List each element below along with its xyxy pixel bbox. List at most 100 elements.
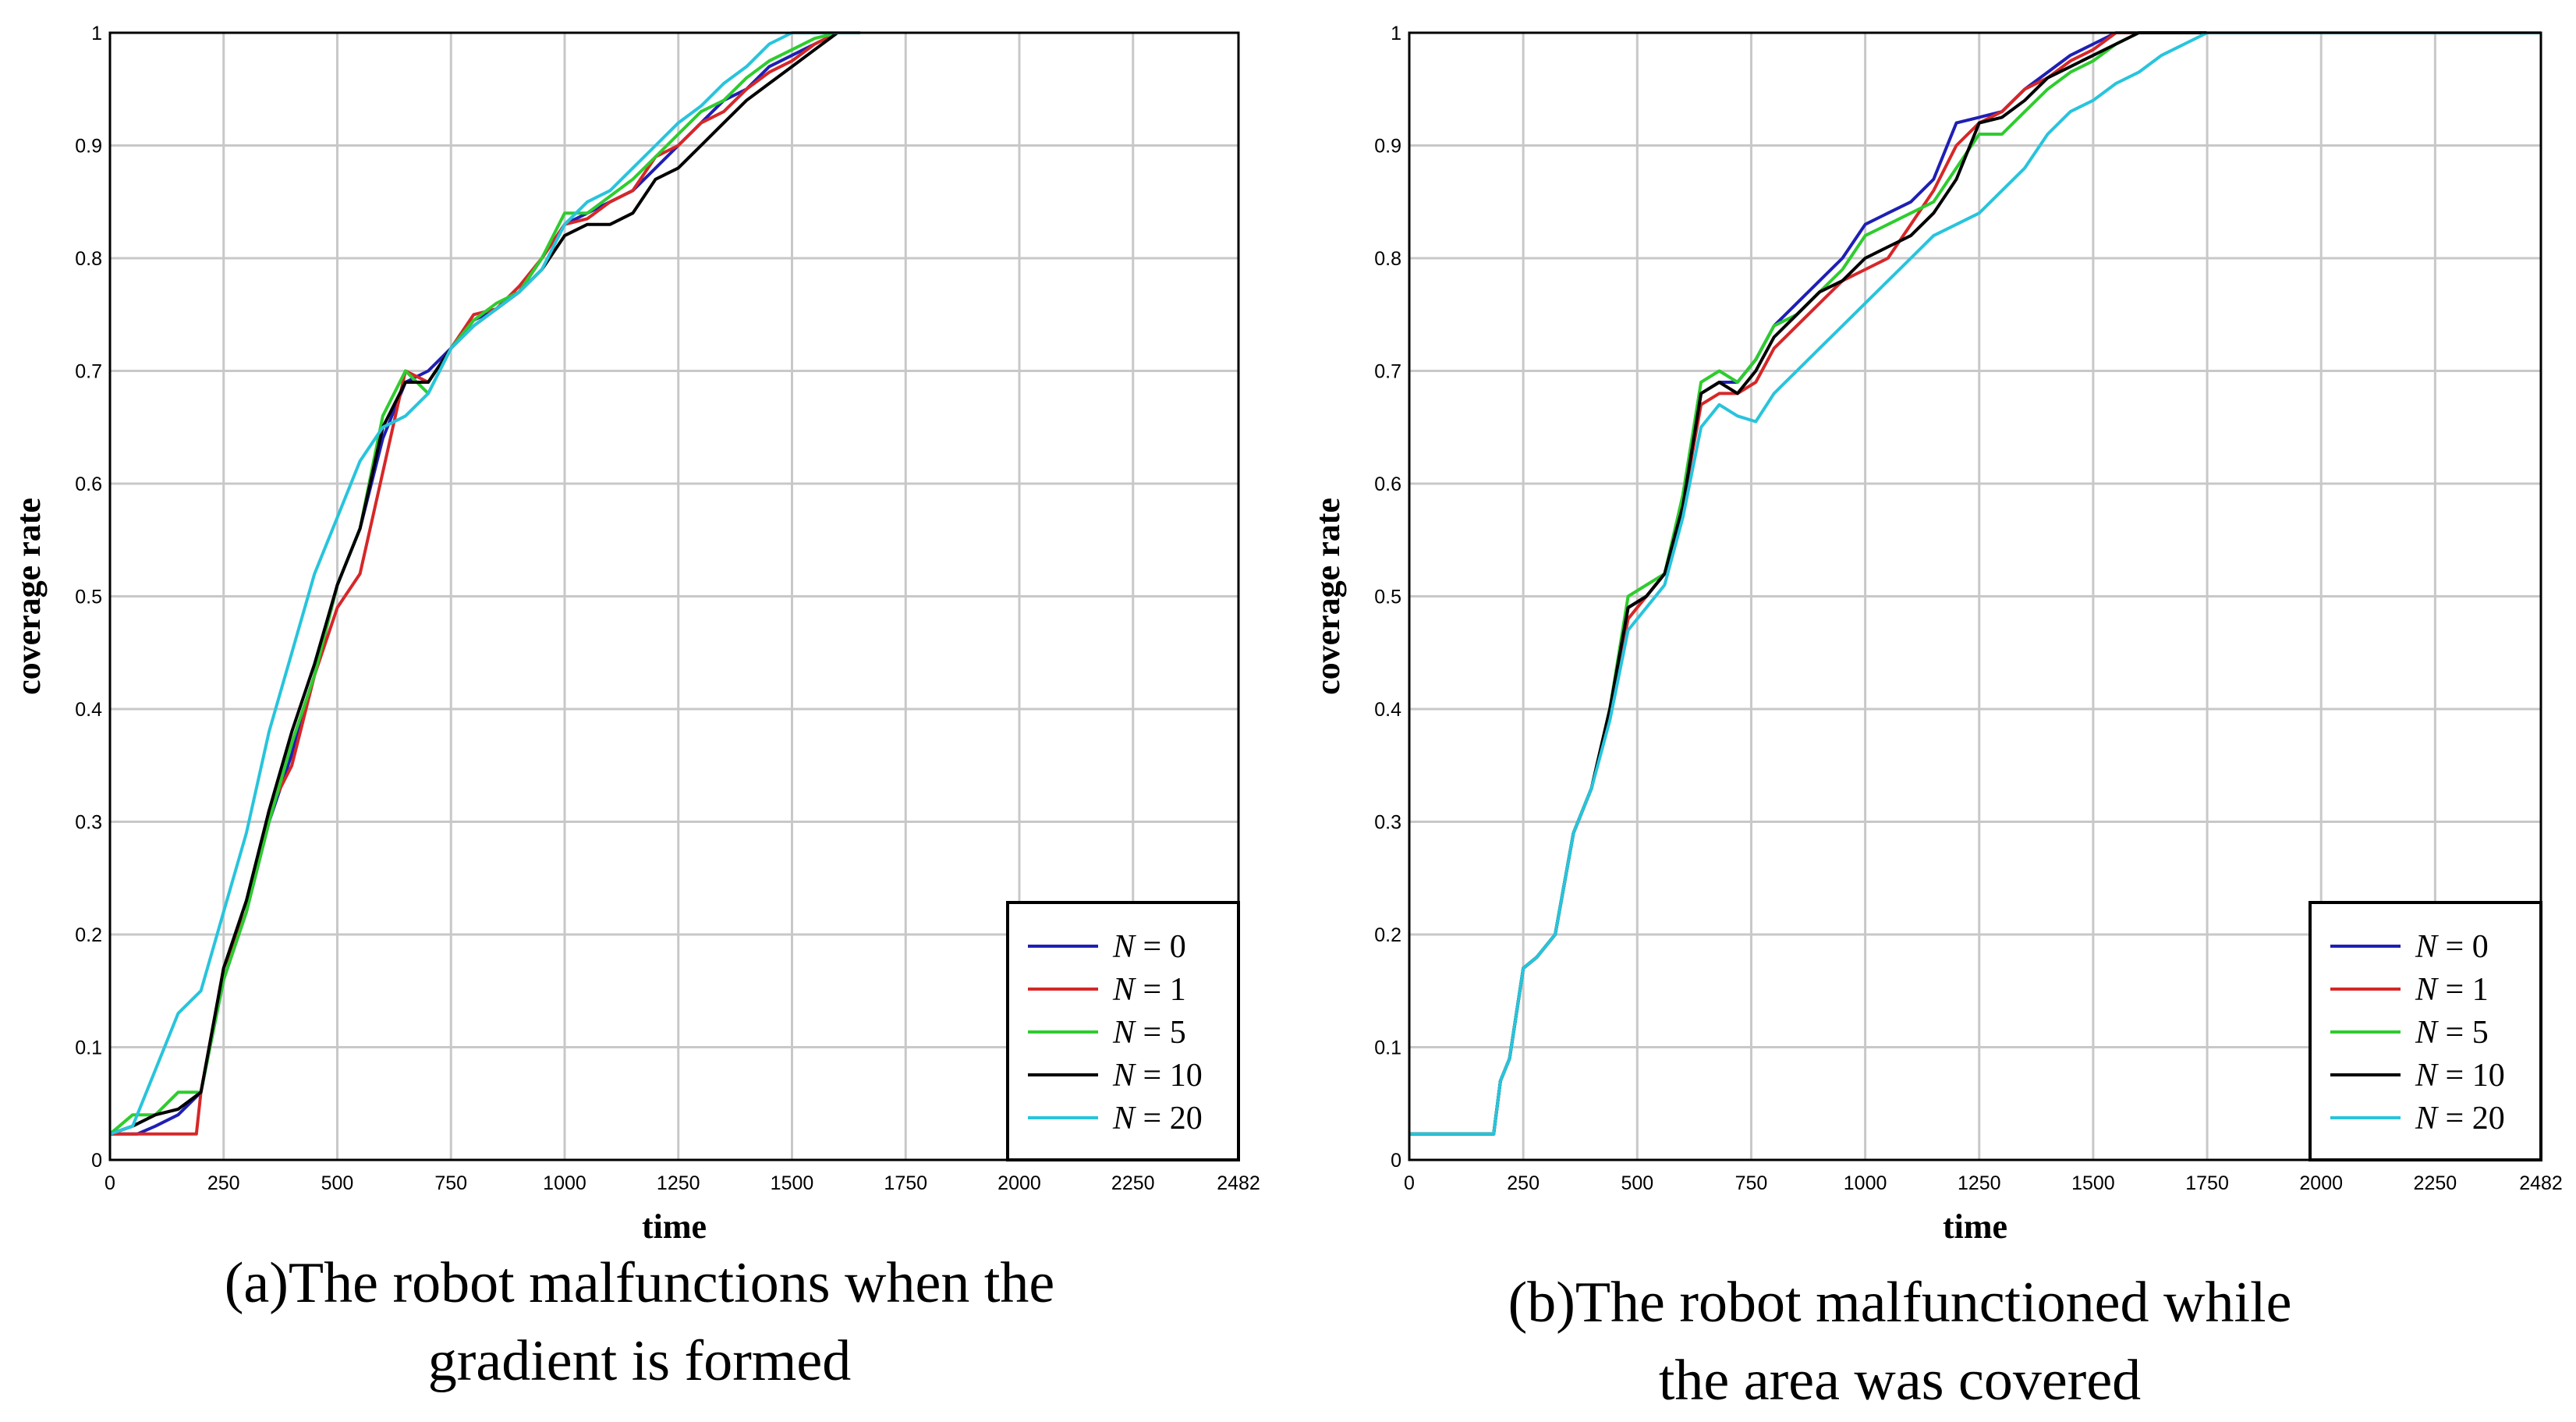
legend-label: N = 20: [1112, 1101, 1203, 1137]
legend-label: N = 0: [1112, 929, 1186, 965]
legend-label-value: = 0: [2437, 929, 2489, 965]
caption-b-line-1: (b)The robot malfunctioned while: [1508, 1271, 2292, 1335]
x-tick-label: 750: [434, 1172, 467, 1194]
y-tick-label: 0.9: [1374, 136, 1401, 158]
legend-label: N = 5: [1112, 1015, 1186, 1051]
legend: N = 0N = 1N = 5N = 10N = 20: [2308, 901, 2542, 1161]
caption-b: (b)The robot malfunctioned while the are…: [1288, 1264, 2575, 1420]
caption-a: (a)The robot malfunctions when the gradi…: [0, 1244, 1288, 1400]
legend-label: N = 1: [1112, 972, 1186, 1008]
series-line-n5: [108, 31, 860, 1136]
y-tick-label: 0: [91, 1150, 102, 1172]
legend-label-value: = 1: [1135, 972, 1186, 1008]
y-tick-label: 0.8: [1374, 248, 1401, 270]
y-tick-label: 0.1: [75, 1037, 102, 1059]
y-tick-label: 0.7: [1374, 361, 1401, 383]
y-tick-label: 0.6: [1374, 473, 1401, 495]
x-tick-label: 2000: [997, 1172, 1041, 1194]
x-tick-label: 2482: [1217, 1172, 1260, 1194]
x-tick-label: 1000: [543, 1172, 586, 1194]
x-tick-label: 500: [321, 1172, 354, 1194]
x-tick-label: 2250: [1111, 1172, 1155, 1194]
plot-frame: [1408, 31, 2542, 1161]
y-tick-label: 0.5: [75, 587, 102, 608]
series-group: [1409, 31, 2541, 1136]
x-tick-label: 2482: [2519, 1172, 2563, 1194]
grid-lines: [110, 33, 1238, 1160]
y-tick-label: 0.4: [1374, 699, 1401, 721]
x-tick-label: 1000: [1844, 1172, 1887, 1194]
series-line-n20: [1409, 31, 2541, 1136]
y-tick-label: 0.5: [1374, 587, 1401, 608]
y-tick-label: 0.4: [75, 699, 102, 721]
series-line-n20: [109, 31, 860, 1136]
legend-label-var: N: [1112, 1015, 1136, 1051]
x-tick-label: 250: [207, 1172, 240, 1194]
legend-label-var: N: [1112, 929, 1136, 965]
legend-label: N = 5: [2415, 1015, 2489, 1051]
x-tick-label: 250: [1507, 1172, 1540, 1194]
y-tick-label: 0.3: [1374, 812, 1401, 834]
legend-label-value: = 10: [2437, 1058, 2505, 1094]
y-tick-label: 1: [1391, 23, 1401, 44]
x-tick-label: 1750: [884, 1172, 927, 1194]
legend-label-value: = 10: [1135, 1058, 1203, 1094]
legend-label-var: N: [2415, 1015, 2439, 1051]
legend-label-var: N: [1112, 1101, 1136, 1137]
x-tick-label: 1500: [2071, 1172, 2115, 1194]
x-tick-label: 0: [105, 1172, 115, 1194]
legend: N = 0N = 1N = 5N = 10N = 20: [1006, 901, 1240, 1161]
y-tick-label: 0.2: [75, 924, 102, 946]
legend-label-value: = 5: [2437, 1015, 2489, 1051]
legend-label-var: N: [2415, 1058, 2439, 1094]
tick-labels: 0 250 500 750 1000 1250 1500 1750 2000 2250 2482 0 0…: [75, 23, 1260, 1194]
y-tick-label: 0.2: [1374, 924, 1401, 946]
y-tick-label: 0.1: [1374, 1037, 1401, 1059]
chart-a-svg: 0 250 500 750 1000 1250 1500 1750 2000 2250 2482 0 0…: [9, 23, 1260, 1246]
x-tick-label: 2000: [2299, 1172, 2343, 1194]
x-tick-label: 1500: [771, 1172, 814, 1194]
y-tick-label: 0.9: [75, 136, 102, 158]
legend-label-value: = 0: [1135, 929, 1186, 965]
legend-label: N = 10: [1112, 1058, 1203, 1094]
legend-label: N = 0: [2415, 929, 2489, 965]
legend-label-var: N: [2415, 929, 2439, 965]
legend-label: N = 1: [2415, 972, 2489, 1008]
legend-label-value: = 20: [2437, 1101, 2505, 1137]
legend-label-var: N: [2415, 1101, 2439, 1137]
y-tick-label: 1: [91, 23, 102, 44]
x-tick-label: 0: [1404, 1172, 1415, 1194]
legend-label: N = 10: [2415, 1058, 2505, 1094]
legend-label-var: N: [1112, 972, 1136, 1008]
x-tick-label: 750: [1735, 1172, 1768, 1194]
y-axis-label: coverage rate: [9, 498, 48, 695]
x-tick-label: 1250: [1958, 1172, 2001, 1194]
legend-label-value: = 1: [2437, 972, 2489, 1008]
x-axis-label: time: [1943, 1207, 2007, 1246]
x-tick-label: 2250: [2414, 1172, 2457, 1194]
plot-frame: [108, 31, 1240, 1161]
y-tick-label: 0: [1391, 1150, 1401, 1172]
y-tick-label: 0.3: [75, 812, 102, 834]
legend-label-value: = 5: [1135, 1015, 1186, 1051]
x-tick-label: 1250: [657, 1172, 700, 1194]
caption-a-line-2: gradient is formed: [427, 1329, 852, 1393]
chart-panel-a: 0 250 500 750 1000 1250 1500 1750 2000 2250 2482 0 0…: [0, 23, 1288, 1400]
legend-label: N = 20: [2415, 1101, 2505, 1137]
x-axis-label: time: [642, 1207, 707, 1246]
legend-label-var: N: [2415, 972, 2439, 1008]
chart-b-svg: 0 250 500 750 1000 1250 1500 1750 2000 2250 2482 0 0…: [1309, 23, 2563, 1246]
y-tick-label: 0.6: [75, 473, 102, 495]
legend-label-var: N: [1112, 1058, 1136, 1094]
caption-a-line-1: (a)The robot malfunctions when the: [224, 1251, 1055, 1315]
chart-panel-b: 0 250 500 750 1000 1250 1500 1750 2000 2250 2482 0 0…: [1288, 0, 2575, 1422]
y-tick-label: 0.8: [75, 248, 102, 270]
legend-label-value: = 20: [1135, 1101, 1203, 1137]
caption-b-line-2: the area was covered: [1658, 1349, 2142, 1413]
tick-labels: 0 250 500 750 1000 1250 1500 1750 2000 2250 2482 0 0…: [1374, 23, 2563, 1194]
y-tick-label: 0.7: [75, 361, 102, 383]
x-tick-label: 500: [1621, 1172, 1653, 1194]
y-axis-label: coverage rate: [1309, 498, 1347, 695]
series-group: [108, 31, 860, 1136]
x-tick-label: 1750: [2185, 1172, 2229, 1194]
